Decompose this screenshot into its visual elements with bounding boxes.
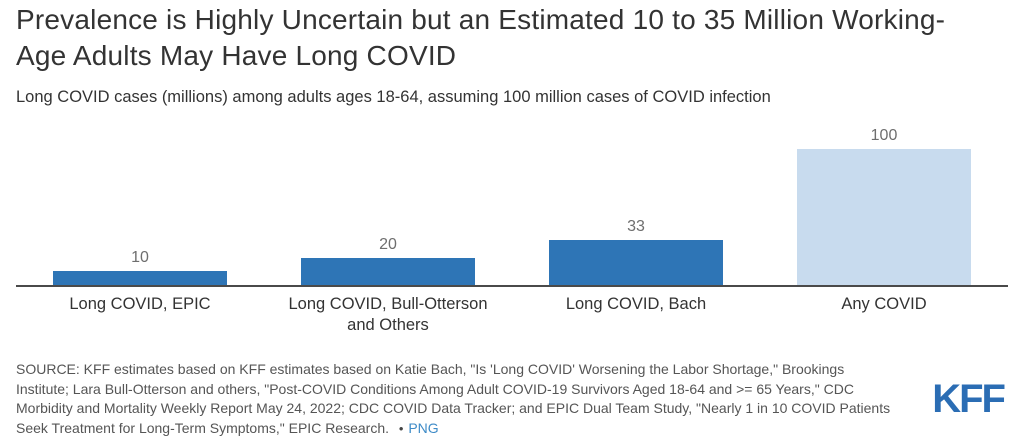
bar-value-label: 20 xyxy=(379,235,397,253)
bar-chart: 10 20 33 100 Long COVID, EPIC Long COVID, Bu… xyxy=(16,123,1008,336)
x-axis-label: Long COVID, EPIC xyxy=(69,295,211,313)
bar xyxy=(549,240,723,285)
bar xyxy=(797,149,971,285)
source-line: Institute; Lara Bull-Otterson and others… xyxy=(16,380,854,397)
footer: SOURCE: KFF estimates based on KFF estim… xyxy=(16,360,1008,438)
x-axis-label: Any COVID xyxy=(841,295,927,313)
source-line: Morbidity and Mortality Weekly Report Ma… xyxy=(16,400,891,416)
bullet-separator: • xyxy=(398,420,404,436)
bar-value-label: 33 xyxy=(627,218,645,236)
png-link[interactable]: PNG xyxy=(408,419,439,436)
kff-logo: KFF xyxy=(932,377,1006,421)
bar xyxy=(53,271,227,285)
bar-column: 33 xyxy=(512,218,760,285)
bar xyxy=(301,257,475,285)
bar-column: 20 xyxy=(264,236,512,285)
x-axis-label: Long COVID, Bach xyxy=(565,295,707,313)
bar-value-label: 100 xyxy=(870,127,898,144)
x-axis-label: Long COVID, Bull-Otterson and Others xyxy=(288,295,488,334)
bar-column: 10 xyxy=(16,249,264,285)
baseline-axis xyxy=(16,285,1008,287)
bars-row: 10 20 33 100 xyxy=(16,123,1008,285)
source-line-text: Seek Treatment for Long-Term Symptoms," … xyxy=(16,419,389,436)
source-line: Seek Treatment for Long-Term Symptoms," … xyxy=(16,419,890,438)
chart-subtitle: Long COVID cases (millions) among adults… xyxy=(16,88,771,106)
bar-value-label: 10 xyxy=(131,249,149,267)
x-axis-labels: Long COVID, EPIC Long COVID, Bull-Otterso… xyxy=(16,294,1008,336)
chart-title: Prevalence is Highly Uncertain but an Es… xyxy=(16,4,946,71)
source-line: SOURCE: KFF estimates based on KFF estim… xyxy=(16,361,845,377)
bar-column: 100 xyxy=(760,127,1008,285)
source-text: SOURCE: KFF estimates based on KFF estim… xyxy=(16,360,890,438)
